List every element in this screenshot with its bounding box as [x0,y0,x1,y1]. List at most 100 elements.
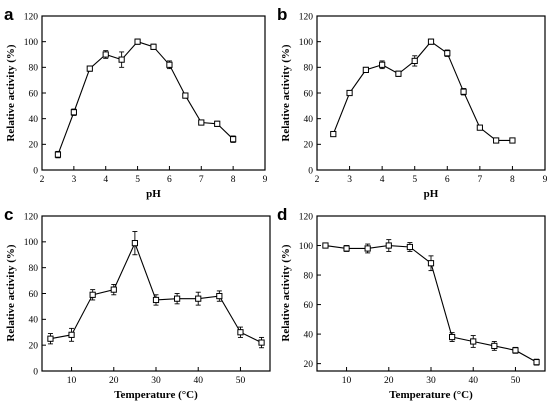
y-tick-label: 60 [304,301,314,311]
x-axis-title: Temperature (°C) [114,389,198,401]
x-axis-title: Temperature (°C) [389,389,473,401]
y-tick-label: 0 [308,166,313,176]
data-point-marker [406,243,413,251]
x-tick-label: 40 [468,376,478,386]
y-tick-label: 100 [299,242,314,252]
data-point-marker [476,124,483,131]
data-point-marker [346,89,353,97]
data-point-marker [47,335,54,342]
data-point-marker [512,347,519,354]
data-point-marker [444,50,451,57]
data-point-marker [449,333,456,341]
y-tick-label: 0 [33,166,38,176]
data-point-marker [427,38,435,45]
data-point-marker [427,260,435,267]
panel-letter-b: b [277,5,287,24]
data-point-marker [533,359,540,366]
x-tick-label: 2 [315,175,320,185]
x-tick-label: 20 [109,376,119,386]
y-tick-label: 20 [29,141,39,151]
data-point-marker [343,245,350,252]
data-point-marker [54,151,62,158]
data-point-marker [182,92,189,99]
panel-letter-d: d [277,205,287,224]
x-tick-label: 6 [167,175,172,185]
data-point-marker [362,66,369,74]
panel-b: b 2 3 4 5 6 7 8 9 0 20 40 60 80 100 120 pH Relative activ… [277,5,548,200]
data-point-marker [493,137,500,144]
data-point-marker [134,38,141,45]
data-point-marker [68,331,75,338]
x-tick-label: 3 [347,175,352,185]
data-point-marker [198,119,205,126]
x-tick-label: 4 [103,175,108,185]
x-tick-label: 6 [445,175,450,185]
y-tick-label: 60 [304,89,314,99]
y-tick-label: 100 [299,38,314,48]
data-point-marker [86,65,93,72]
x-tick-label: 9 [543,175,548,185]
plot-frame [41,15,266,171]
y-axis-title: Relative activity (%) [280,44,292,141]
y-tick-label: 40 [304,115,314,125]
x-tick-label: 40 [193,376,203,386]
y-tick-label: 40 [29,316,39,326]
x-tick-label: 7 [477,175,482,185]
y-tick-label: 0 [33,367,38,377]
y-tick-label: 120 [299,12,314,22]
data-point-marker [509,137,516,144]
panel-letter-a: a [4,5,14,24]
data-point-marker [70,109,77,116]
x-tick-label: 30 [151,376,161,386]
y-tick-label: 60 [29,290,39,300]
x-tick-label: 8 [231,175,236,185]
x-tick-label: 5 [135,175,140,185]
data-point-marker [395,70,402,77]
x-tick-label: 7 [199,175,204,185]
y-tick-label: 60 [29,89,39,99]
x-tick-label: 50 [511,376,521,386]
data-point-marker [230,136,237,143]
y-tick-label: 80 [304,64,314,74]
y-axis-title: Relative activity (%) [5,244,17,341]
data-point-marker [460,88,467,95]
y-tick-label: 80 [304,271,314,281]
data-point-marker [237,329,244,336]
data-point-marker [216,292,223,300]
plot-frame [316,215,546,372]
y-tick-label: 20 [29,341,39,351]
x-tick-label: 10 [67,376,77,386]
y-tick-label: 20 [304,360,314,370]
x-tick-label: 20 [384,376,394,386]
x-tick-label: 30 [426,376,436,386]
y-tick-label: 120 [299,212,314,222]
data-point-marker [385,242,392,249]
series-line [57,41,234,155]
data-point-marker [110,286,117,293]
data-point-marker [330,130,337,138]
data-point-marker [491,342,498,350]
y-tick-label: 100 [24,238,39,248]
y-tick-label: 80 [29,64,39,74]
data-point-marker [166,61,173,68]
x-tick-label: 50 [236,376,246,386]
y-tick-label: 20 [304,141,314,151]
x-tick-label: 5 [412,175,417,185]
series-line [332,40,513,142]
y-tick-label: 40 [304,330,314,340]
y-tick-label: 120 [24,212,39,222]
data-point-marker [322,242,329,249]
data-point-marker [131,240,138,247]
data-point-marker [150,43,157,50]
data-point-marker [89,291,96,298]
data-point-marker [118,56,125,63]
x-tick-label: 9 [263,175,268,185]
plot-frame [41,215,271,372]
x-tick-label: 10 [342,376,352,386]
x-tick-label: 4 [380,175,385,185]
panel-a: a 2 3 4 5 6 7 8 9 0 20 40 60 80 100 120 pH Relative activ… [4,5,268,200]
series-line [50,241,262,344]
x-axis-title: pH [146,188,161,200]
x-tick-label: 8 [510,175,515,185]
